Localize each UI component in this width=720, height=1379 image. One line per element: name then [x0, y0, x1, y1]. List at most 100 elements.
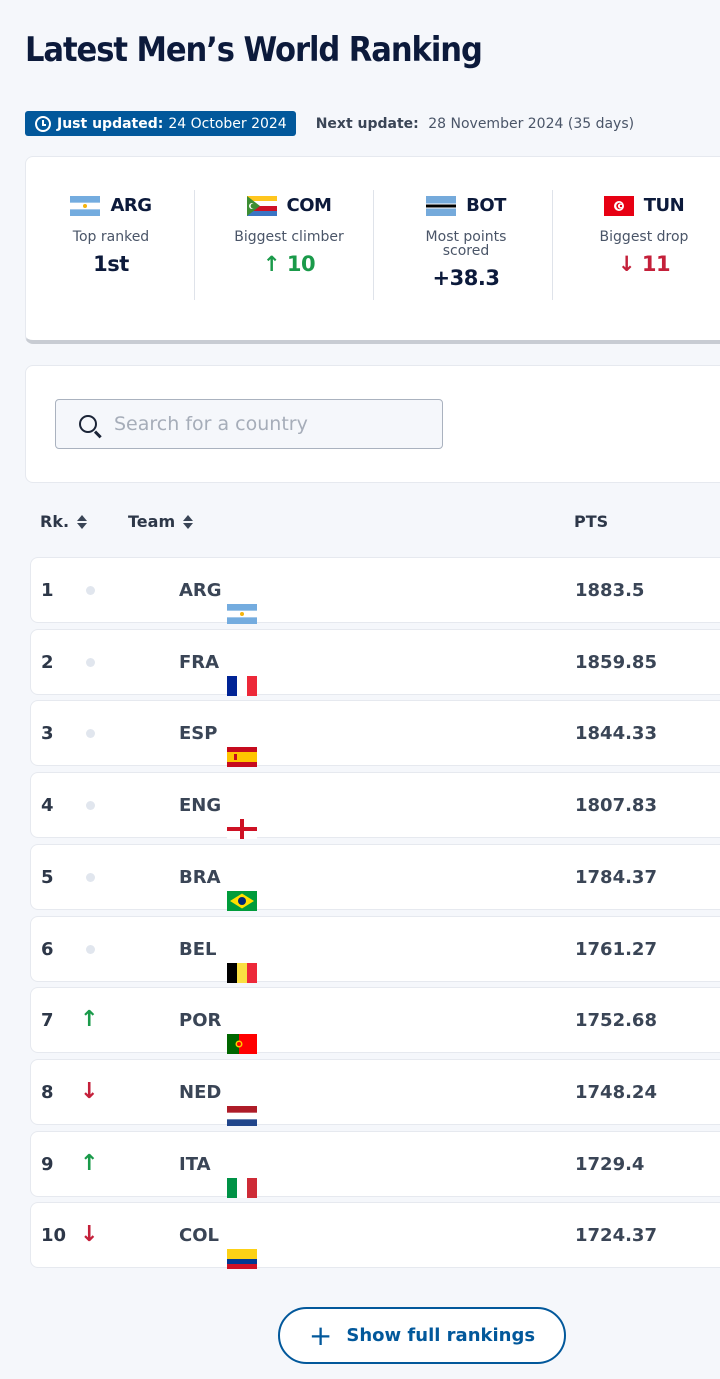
- flag-bel-icon: [129, 940, 257, 983]
- row-points: 1844.33: [575, 723, 657, 745]
- arrow-up-icon: ↑: [80, 1007, 99, 1033]
- next-update-date: 28 November 2024 (35 days): [428, 115, 635, 132]
- arrow-up-icon: ↑: [262, 252, 287, 276]
- highlights-card: ARG Top ranked 1st COM Biggest climber ↑ 10 BO…: [25, 156, 720, 344]
- team-column-header[interactable]: Team: [128, 512, 194, 531]
- table-row[interactable]: 6 BEL 1761.27: [30, 915, 720, 983]
- row-team-code: ENG: [179, 795, 222, 817]
- next-update: Next update: 28 November 2024 (35 days): [316, 116, 634, 132]
- row-team-code: ARG: [179, 580, 222, 601]
- rank-header-label: Rk.: [40, 512, 70, 531]
- table-row[interactable]: 10 ↓ COL 1724.37: [30, 1202, 720, 1270]
- row-trend: ↑: [80, 1008, 100, 1032]
- update-info: Just updated: 24 October 2024 Next updat…: [25, 111, 634, 136]
- row-trend: [80, 578, 100, 602]
- highlight-label: Biggest drop: [599, 229, 689, 245]
- table-row[interactable]: 7 ↑ POR 1752.68: [30, 987, 720, 1055]
- row-team-code: BEL: [179, 938, 217, 960]
- flag-com-icon: [246, 195, 287, 216]
- row-trend: ↑: [80, 1150, 100, 1176]
- search-icon: [79, 415, 97, 433]
- row-rank: 9: [41, 1153, 54, 1175]
- row-rank: 6: [41, 938, 54, 960]
- row-rank: 8: [41, 1081, 54, 1103]
- flag-bot-icon: [426, 195, 466, 216]
- highlight-code: BOT: [466, 195, 506, 216]
- row-team-code: ITA: [179, 1153, 211, 1175]
- row-rank: 2: [41, 651, 54, 673]
- flag-eng-icon: [129, 796, 257, 840]
- no-change-dot-icon: [86, 944, 95, 954]
- arrow-down-icon: ↓: [80, 1222, 99, 1248]
- team-header-label: Team: [128, 512, 176, 531]
- row-team-code: COL: [179, 1225, 219, 1247]
- arrow-down-icon: ↓: [80, 1078, 99, 1104]
- row-team-code: NED: [179, 1081, 222, 1103]
- row-trend: ↓: [80, 1078, 100, 1104]
- row-team-code: ESP: [179, 723, 218, 745]
- flag-arg-icon: [70, 195, 110, 216]
- row-trend: [80, 650, 100, 674]
- table-row[interactable]: 3 ESP 1844.33: [30, 700, 720, 768]
- table-row[interactable]: 2 FRA 1859.85: [30, 628, 720, 696]
- highlight-divider: [552, 190, 553, 300]
- highlight-code: COM: [286, 195, 332, 216]
- row-trend: [80, 865, 100, 889]
- points-header-label: PTS: [574, 512, 609, 531]
- highlight-divider: [194, 190, 195, 300]
- highlight-team: TUN: [559, 195, 720, 216]
- no-change-dot-icon: [86, 586, 95, 595]
- points-column-header: PTS: [574, 512, 608, 531]
- plus-icon: +: [308, 1318, 333, 1352]
- highlight-tun: TUN Biggest drop ↓ 11: [559, 157, 720, 276]
- flag-ned-icon: [129, 1083, 257, 1126]
- search-input[interactable]: [114, 413, 414, 435]
- highlight-team: BOT: [381, 195, 551, 216]
- row-points: 1859.85: [575, 651, 657, 673]
- table-row[interactable]: 8 ↓ NED 1748.24: [30, 1058, 720, 1126]
- just-updated-date: 24 October 2024: [168, 115, 287, 132]
- highlight-code: ARG: [110, 195, 152, 216]
- highlight-value-text: 10: [286, 252, 316, 276]
- row-rank: 1: [41, 580, 54, 601]
- no-change-dot-icon: [86, 729, 95, 739]
- highlight-code: TUN: [643, 195, 685, 216]
- table-row[interactable]: 5 BRA 1784.37: [30, 843, 720, 911]
- arrow-down-icon: ↓: [617, 252, 642, 276]
- highlight-label: Top ranked: [72, 229, 150, 245]
- search-box[interactable]: [55, 399, 443, 449]
- row-points: 1748.24: [575, 1081, 657, 1103]
- row-team-code: FRA: [179, 651, 220, 673]
- highlight-value: ↑ 10: [204, 252, 374, 276]
- flag-col-icon: [129, 1226, 257, 1270]
- row-rank: 7: [41, 1010, 54, 1032]
- just-updated-badge: Just updated: 24 October 2024: [25, 111, 296, 136]
- search-card: [25, 365, 720, 483]
- rank-column-header[interactable]: Rk.: [40, 512, 88, 531]
- row-points: 1784.37: [575, 866, 657, 888]
- highlight-label: Most points scored: [425, 229, 507, 259]
- row-trend: [80, 793, 100, 817]
- table-row[interactable]: 9 ↑ ITA 1729.4: [30, 1130, 720, 1198]
- highlight-value-text: 1st: [93, 252, 129, 276]
- table-header: Rk. Team PTS: [0, 512, 720, 536]
- flag-bra-icon: [129, 868, 257, 911]
- table-row[interactable]: 4 ENG 1807.83: [30, 772, 720, 840]
- show-full-rankings-label: Show full rankings: [346, 1325, 536, 1346]
- row-points: 1883.5: [575, 580, 645, 601]
- row-team-code: POR: [179, 1010, 222, 1032]
- row-points: 1807.83: [575, 795, 657, 817]
- row-trend: [80, 721, 100, 745]
- row-trend: [80, 937, 100, 961]
- arrow-up-icon: ↑: [80, 1150, 99, 1176]
- row-points: 1761.27: [575, 938, 657, 960]
- row-points: 1724.37: [575, 1225, 657, 1247]
- flag-por-icon: [129, 1011, 257, 1055]
- highlight-team: ARG: [26, 195, 196, 216]
- row-team-code: BRA: [179, 866, 221, 888]
- show-full-rankings-button[interactable]: + Show full rankings: [278, 1307, 566, 1364]
- table-row[interactable]: 1 ARG 1883.5: [30, 557, 720, 624]
- row-rank: 3: [41, 723, 54, 745]
- row-rank: 5: [41, 866, 54, 888]
- flag-fra-icon: [129, 653, 257, 696]
